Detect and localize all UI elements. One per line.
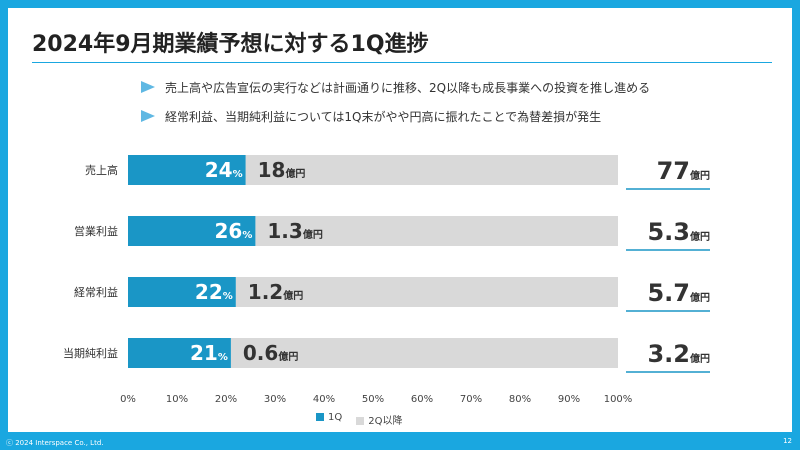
slide: 2024年9月期業績予想に対する1Q進捗 売上高や広告宣伝の実行などは計画通りに… (8, 8, 792, 432)
total-label: 5.7億円 (647, 279, 710, 307)
total-label: 3.2億円 (647, 340, 710, 368)
x-tick-label: 0% (120, 394, 136, 405)
legend-label-rest: 2Q以降 (368, 416, 403, 427)
bullet-text: 売上高や広告宣伝の実行などは計画通りに推移、2Q以降も成長事業への投資を推し進め… (165, 80, 651, 95)
chart-legend: 1Q 2Q以降 (316, 412, 402, 427)
category-label: 営業利益 (74, 224, 118, 238)
bar-1q (128, 216, 256, 246)
bullet-text: 経常利益、当期純利益については1Q末がやや円高に振れたことで為替差損が発生 (165, 109, 602, 124)
x-tick-label: 80% (509, 394, 531, 405)
bar-1q (128, 155, 246, 185)
bar-1q (128, 277, 236, 307)
x-tick-label: 10% (166, 394, 188, 405)
x-tick-label: 90% (558, 394, 580, 405)
x-tick-label: 50% (362, 394, 384, 405)
copyright-text: ⓒ 2024 Interspace Co., Ltd. (6, 439, 104, 447)
bullet-item: 経常利益、当期純利益については1Q末がやや円高に振れたことで為替差損が発生 (141, 107, 650, 125)
legend-item-1q: 1Q (316, 412, 342, 427)
legend-item-rest: 2Q以降 (356, 412, 402, 427)
data-label-rest: 18億円 (258, 158, 306, 182)
bar-rest (235, 277, 619, 307)
data-label-rest: 1.3億円 (267, 219, 322, 243)
arrow-bullet-icon (141, 81, 155, 93)
bar-rest (255, 216, 618, 246)
data-label-1q: 26% (215, 219, 253, 243)
data-label-rest: 0.6億円 (243, 341, 298, 365)
bullet-list: 売上高や広告宣伝の実行などは計画通りに推移、2Q以降も成長事業への投資を推し進め… (141, 78, 650, 136)
page-title: 2024年9月期業績予想に対する1Q進捗 (32, 32, 429, 57)
bar-rest (230, 338, 618, 368)
data-label-1q: 21% (190, 341, 228, 365)
total-label: 5.3億円 (647, 218, 710, 246)
bullet-item: 売上高や広告宣伝の実行などは計画通りに推移、2Q以降も成長事業への投資を推し進め… (141, 78, 650, 96)
category-label: 当期純利益 (63, 346, 118, 360)
x-tick-label: 100% (604, 394, 633, 405)
page-number: 12 (783, 437, 792, 445)
data-label-1q: 22% (195, 280, 233, 304)
bar-1q (128, 338, 231, 368)
legend-swatch-1q (316, 413, 324, 421)
total-label: 77億円 (657, 157, 710, 185)
legend-label-1q: 1Q (328, 412, 343, 423)
x-tick-label: 20% (215, 394, 237, 405)
legend-swatch-rest (356, 417, 365, 425)
data-label-rest: 1.2億円 (248, 280, 303, 304)
data-label-1q: 24% (205, 158, 243, 182)
x-tick-label: 60% (411, 394, 433, 405)
bar-rest (245, 155, 618, 185)
x-tick-label: 40% (313, 394, 335, 405)
category-label: 売上高 (85, 163, 118, 177)
category-label: 経常利益 (74, 285, 118, 299)
title-divider (32, 62, 772, 63)
x-tick-label: 30% (264, 394, 286, 405)
x-tick-label: 70% (460, 394, 482, 405)
arrow-bullet-icon (141, 110, 155, 122)
